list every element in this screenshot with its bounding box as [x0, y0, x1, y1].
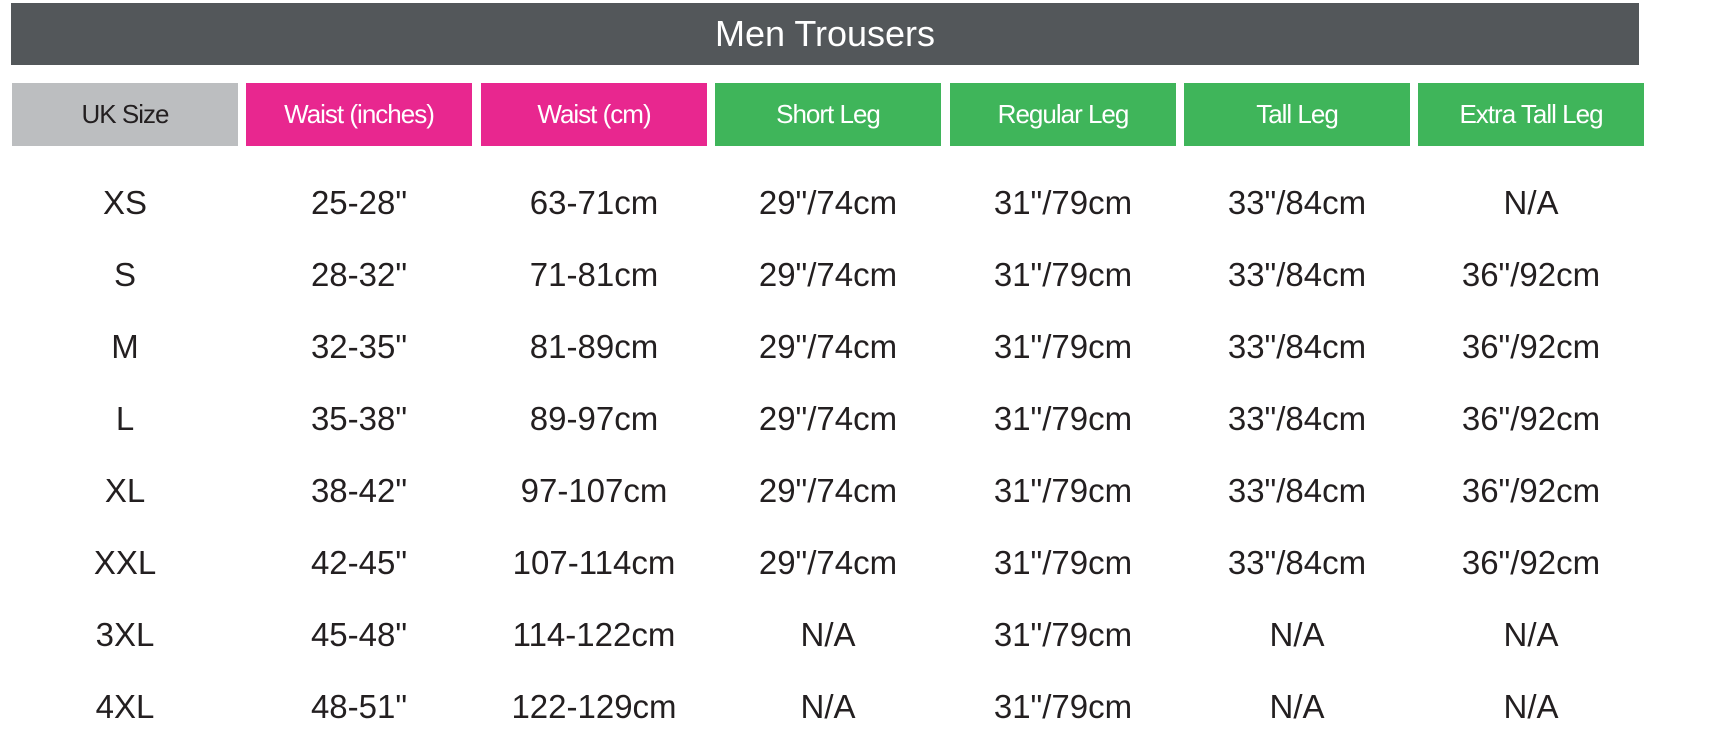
table-cell: 97-107cm [520, 472, 668, 509]
table-cell: 45-48" [310, 616, 408, 653]
column-header: Waist (cm) [481, 83, 707, 146]
table-row: XXL 42-45" 107-114cm 29"/74cm 31"/79cm 33"/84… [0, 527, 1710, 599]
table-cell: XXL [93, 544, 157, 581]
table-cell: 42-45" [310, 544, 408, 581]
column-header: UK Size [12, 83, 238, 146]
table-row: XL 38-42" 97-107cm 29"/74cm 31"/79cm 33"/84cm… [0, 455, 1710, 527]
table-cell: 81-89cm [529, 328, 659, 365]
column-header: Short Leg [715, 83, 941, 146]
table-cell: 31"/79cm [993, 688, 1133, 725]
table-cell: 36"/92cm [1461, 256, 1601, 293]
table-cell: 36"/92cm [1461, 400, 1601, 437]
table-cell: 31"/79cm [993, 544, 1133, 581]
table-cell: 114-122cm [512, 616, 676, 653]
table-cell: 36"/92cm [1461, 328, 1601, 365]
table-cell: N/A [800, 688, 856, 725]
table-row: M 32-35" 81-89cm 29"/74cm 31"/79cm 33"/84cm 36… [0, 311, 1710, 383]
table-cell: 107-114cm [512, 544, 676, 581]
table-cell: 29"/74cm [758, 544, 898, 581]
table-cell: 29"/74cm [758, 400, 898, 437]
table-cell: N/A [800, 616, 856, 653]
table-cell: 3XL [95, 616, 155, 653]
table-row: 4XL 48-51" 122-129cm N/A 31"/79cm N/A N/A [0, 671, 1710, 743]
table-cell: L [115, 400, 135, 437]
table-cell: 31"/79cm [993, 184, 1133, 221]
table-cell: 28-32" [310, 256, 408, 293]
table-cell: N/A [1503, 184, 1559, 221]
table-cell: 89-97cm [529, 400, 659, 437]
table-cell: 36"/92cm [1461, 472, 1601, 509]
table-cell: M [111, 328, 139, 365]
table-cell: 29"/74cm [758, 328, 898, 365]
table-cell: 35-38" [310, 400, 408, 437]
table-cell: N/A [1269, 688, 1325, 725]
table-cell: 29"/74cm [758, 256, 898, 293]
column-header: Waist (inches) [246, 83, 472, 146]
table-cell: 31"/79cm [993, 616, 1133, 653]
table-cell: 38-42" [310, 472, 408, 509]
table-cell: 25-28" [310, 184, 408, 221]
table-cell: N/A [1269, 616, 1325, 653]
table-cell: 122-129cm [511, 688, 677, 725]
table-cell: 31"/79cm [993, 400, 1133, 437]
column-header: Tall Leg [1184, 83, 1410, 146]
table-cell: 31"/79cm [993, 328, 1133, 365]
column-header: Extra Tall Leg [1418, 83, 1644, 146]
table-cell: 33"/84cm [1227, 256, 1367, 293]
table-cell: 63-71cm [529, 184, 659, 221]
table-row: L 35-38" 89-97cm 29"/74cm 31"/79cm 33"/84cm 36… [0, 383, 1710, 455]
table-cell: 33"/84cm [1227, 328, 1367, 365]
table-cell: 33"/84cm [1227, 472, 1367, 509]
table-cell: 29"/74cm [758, 472, 898, 509]
table-cell: 33"/84cm [1227, 400, 1367, 437]
table-cell: 31"/79cm [993, 472, 1133, 509]
table-cell: 33"/84cm [1227, 184, 1367, 221]
table-row: 3XL 45-48" 114-122cm N/A 31"/79cm N/A N/A [0, 599, 1710, 671]
table-row: XS 25-28" 63-71cm 29"/74cm 31"/79cm 33"/84cm N… [0, 167, 1710, 239]
table-cell: S [113, 256, 136, 293]
column-header: Regular Leg [950, 83, 1176, 146]
table-title: Men Trousers [11, 3, 1639, 65]
table-cell: 4XL [95, 688, 155, 725]
table-cell: 31"/79cm [993, 256, 1133, 293]
table-cell: XS [102, 184, 148, 221]
table-cell: XL [104, 472, 146, 509]
table-cell: N/A [1503, 616, 1559, 653]
table-cell: 36"/92cm [1461, 544, 1601, 581]
table-cell: N/A [1503, 688, 1559, 725]
table-cell: 33"/84cm [1227, 544, 1367, 581]
table-row: S 28-32" 71-81cm 29"/74cm 31"/79cm 33"/84cm 36… [0, 239, 1710, 311]
table-cell: 29"/74cm [758, 184, 898, 221]
table-cell: 32-35" [310, 328, 408, 365]
table-cell: 71-81cm [529, 256, 659, 293]
table-cell: 48-51" [310, 688, 408, 725]
